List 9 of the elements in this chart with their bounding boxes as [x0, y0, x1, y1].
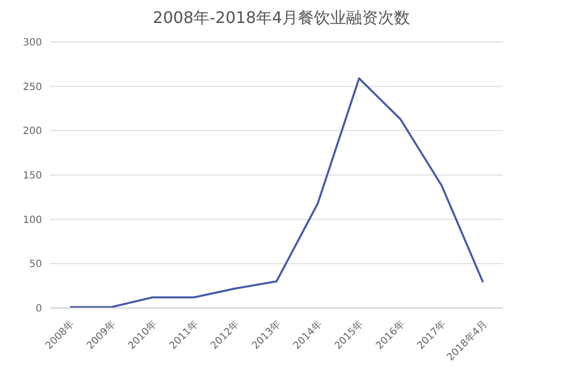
- y-tick-label: 100: [22, 214, 42, 226]
- y-tick-label: 250: [22, 82, 42, 93]
- line-series: [69, 77, 484, 308]
- y-tick-label: 150: [22, 170, 42, 182]
- y-tick-label: 300: [22, 38, 42, 49]
- y-tick-label: 50: [29, 259, 42, 270]
- y-tick-label: 200: [22, 126, 42, 138]
- chart-title: 2008年-2018年4月餐饮业融资次数: [152, 7, 412, 29]
- y-tick-label: 0: [36, 304, 42, 315]
